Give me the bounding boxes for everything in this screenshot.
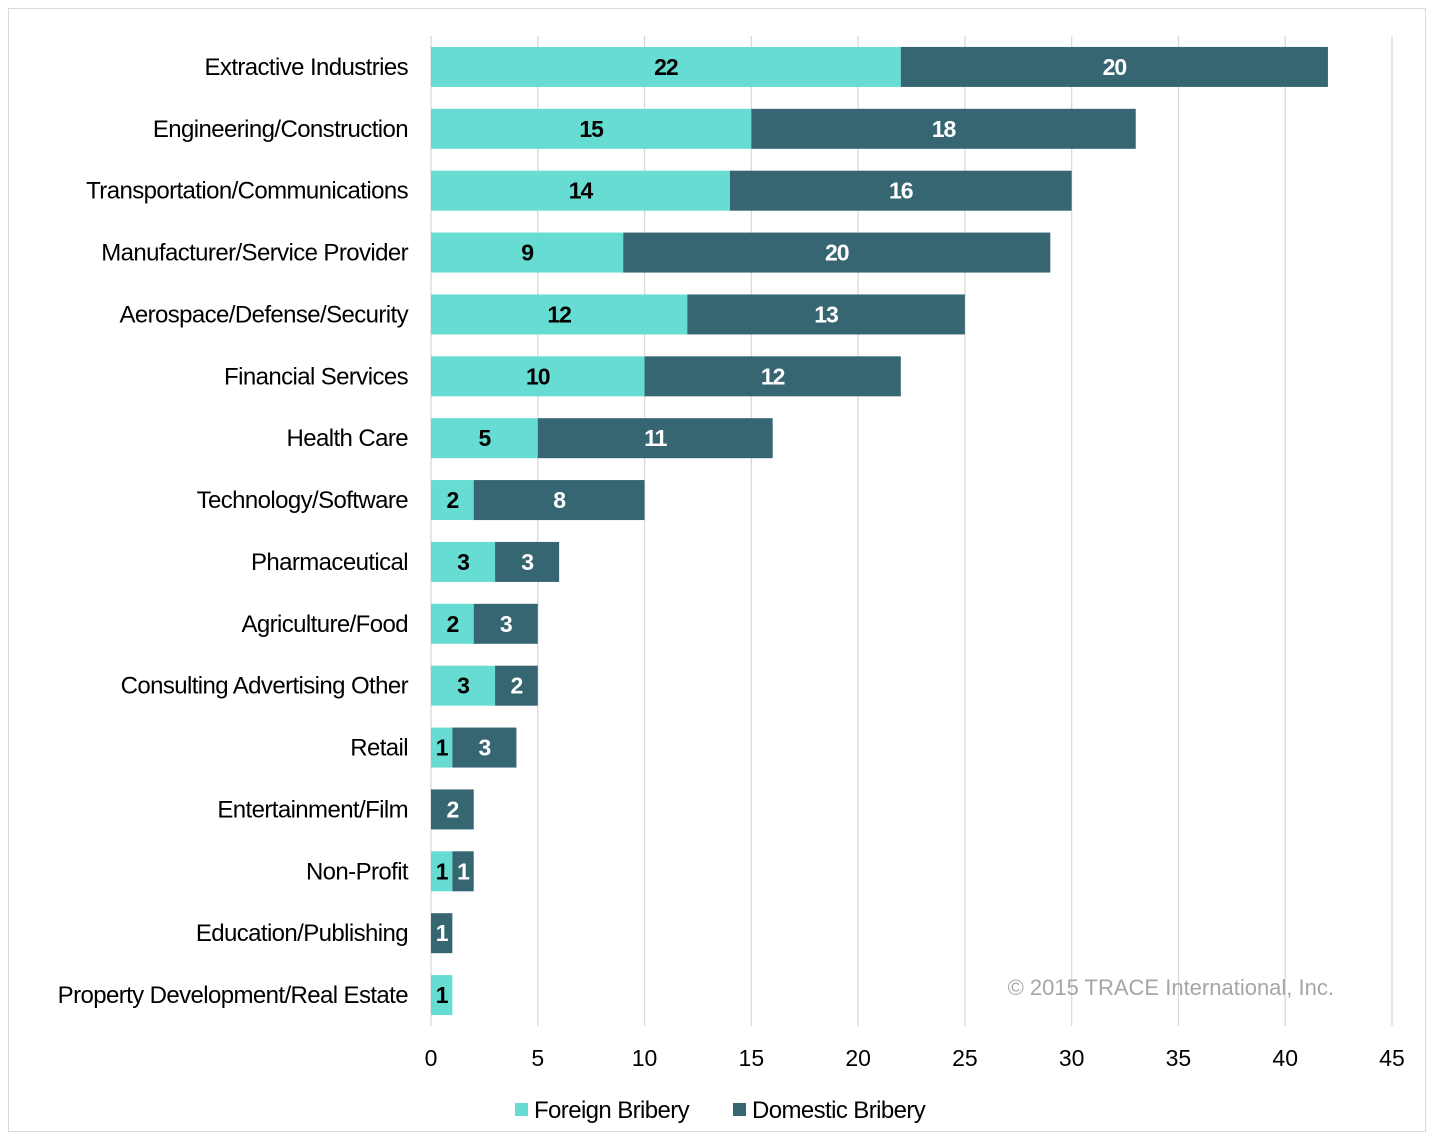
category-label: Engineering/Construction bbox=[153, 116, 408, 143]
category-label: Manufacturer/Service Provider bbox=[101, 240, 408, 267]
foreign-bribery-value-label: 3 bbox=[457, 549, 469, 575]
domestic-bribery-value-label: 2 bbox=[446, 796, 458, 822]
category-label: Entertainment/Film bbox=[217, 796, 408, 823]
category-label: Technology/Software bbox=[197, 487, 409, 514]
foreign-bribery-bar bbox=[431, 356, 645, 397]
domestic-bribery-value-label: 12 bbox=[761, 363, 785, 389]
domestic-bribery-value-label: 20 bbox=[825, 240, 849, 266]
x-axis-tick-labels: 0 5 10 15 20 25 30 35 40 45 bbox=[425, 1045, 1405, 1071]
domestic-bribery-bar bbox=[473, 480, 645, 521]
x-tick-label: 40 bbox=[1272, 1045, 1298, 1071]
foreign-bribery-value-label: 5 bbox=[478, 425, 491, 451]
domestic-bribery-bar bbox=[431, 913, 453, 954]
x-tick-label: 5 bbox=[531, 1045, 544, 1071]
category-label: Aerospace/Defense/Security bbox=[119, 301, 408, 328]
category-label: Pharmaceutical bbox=[251, 549, 408, 576]
foreign-bribery-bar bbox=[431, 46, 901, 87]
domestic-bribery-value-label: 3 bbox=[478, 735, 490, 761]
domestic-bribery-bar bbox=[687, 294, 965, 335]
domestic-bribery-value-label: 13 bbox=[814, 301, 838, 327]
domestic-bribery-value-label: 2 bbox=[511, 673, 523, 699]
foreign-bribery-value-label: 10 bbox=[526, 363, 550, 389]
domestic-bribery-value-label: 20 bbox=[1103, 54, 1127, 80]
legend: Foreign Bribery Domestic Bribery bbox=[515, 1097, 926, 1124]
category-label: Property Development/Real Estate bbox=[58, 982, 409, 1009]
foreign-bribery-value-label: 2 bbox=[446, 611, 458, 637]
foreign-bribery-value-label: 14 bbox=[569, 178, 594, 204]
foreign-bribery-bar bbox=[431, 603, 474, 644]
domestic-bribery-bar bbox=[452, 851, 474, 892]
category-label: Extractive Industries bbox=[205, 54, 409, 81]
x-tick-label: 30 bbox=[1059, 1045, 1085, 1071]
category-label: Education/Publishing bbox=[196, 920, 408, 947]
category-label: Transportation/Communications bbox=[86, 178, 408, 205]
foreign-bribery-bar bbox=[431, 975, 453, 1016]
legend-swatch-domestic bbox=[733, 1103, 746, 1116]
domestic-bribery-bar bbox=[751, 108, 1136, 149]
foreign-bribery-bar bbox=[431, 170, 730, 211]
foreign-bribery-value-label: 22 bbox=[654, 54, 678, 80]
x-tick-label: 20 bbox=[845, 1045, 871, 1071]
x-tick-label: 15 bbox=[739, 1045, 765, 1071]
domestic-bribery-bar bbox=[644, 356, 901, 397]
category-label: Retail bbox=[350, 735, 408, 762]
foreign-bribery-bar bbox=[431, 665, 496, 706]
domestic-bribery-bar bbox=[431, 789, 474, 830]
domestic-bribery-value-label: 8 bbox=[553, 487, 566, 513]
domestic-bribery-value-label: 18 bbox=[932, 116, 957, 142]
category-labels: Extractive Industries Engineering/Constru… bbox=[58, 54, 410, 1009]
foreign-bribery-value-label: 1 bbox=[436, 982, 449, 1008]
category-label: Financial Services bbox=[224, 363, 409, 390]
domestic-bribery-bar bbox=[495, 665, 538, 706]
foreign-bribery-bar bbox=[431, 294, 688, 335]
foreign-bribery-value-label: 2 bbox=[446, 487, 458, 513]
foreign-bribery-bar bbox=[431, 232, 624, 273]
domestic-bribery-value-label: 1 bbox=[436, 920, 449, 946]
category-label: Non-Profit bbox=[306, 858, 409, 885]
x-tick-label: 45 bbox=[1379, 1045, 1405, 1071]
domestic-bribery-value-label: 3 bbox=[521, 549, 533, 575]
domestic-bribery-value-label: 1 bbox=[457, 858, 470, 884]
legend-label-domestic: Domestic Bribery bbox=[752, 1097, 926, 1124]
domestic-bribery-value-label: 11 bbox=[644, 425, 668, 451]
foreign-bribery-value-label: 1 bbox=[436, 735, 449, 761]
domestic-bribery-bar bbox=[537, 418, 773, 459]
legend-label-foreign: Foreign Bribery bbox=[534, 1097, 690, 1124]
foreign-bribery-value-label: 3 bbox=[457, 673, 469, 699]
foreign-bribery-bar bbox=[431, 851, 453, 892]
domestic-bribery-bar bbox=[623, 232, 1051, 273]
foreign-bribery-bar bbox=[431, 418, 538, 459]
foreign-bribery-bar bbox=[431, 108, 752, 149]
foreign-bribery-value-label: 15 bbox=[579, 116, 604, 142]
foreign-bribery-value-label: 12 bbox=[547, 301, 571, 327]
x-tick-label: 25 bbox=[952, 1045, 978, 1071]
foreign-bribery-bar bbox=[431, 541, 496, 582]
domestic-bribery-bar bbox=[900, 46, 1328, 87]
category-label: Agriculture/Food bbox=[242, 611, 409, 638]
foreign-bribery-bar bbox=[431, 727, 453, 768]
domestic-bribery-bar bbox=[495, 541, 560, 582]
legend-swatch-foreign bbox=[515, 1103, 528, 1116]
domestic-bribery-value-label: 3 bbox=[500, 611, 512, 637]
x-tick-label: 0 bbox=[425, 1045, 438, 1071]
domestic-bribery-bar bbox=[452, 727, 517, 768]
domestic-bribery-bar bbox=[473, 603, 538, 644]
domestic-bribery-bar bbox=[729, 170, 1072, 211]
category-label: Health Care bbox=[287, 425, 409, 452]
foreign-bribery-value-label: 1 bbox=[436, 858, 449, 884]
foreign-bribery-value-label: 9 bbox=[521, 240, 533, 266]
foreign-bribery-bar bbox=[431, 480, 474, 521]
domestic-bribery-value-label: 16 bbox=[889, 178, 913, 204]
copyright-annotation: © 2015 TRACE International, Inc. bbox=[1008, 975, 1334, 1000]
x-tick-label: 35 bbox=[1166, 1045, 1192, 1071]
x-tick-label: 10 bbox=[632, 1045, 658, 1071]
category-label: Consulting Advertising Other bbox=[121, 673, 409, 700]
